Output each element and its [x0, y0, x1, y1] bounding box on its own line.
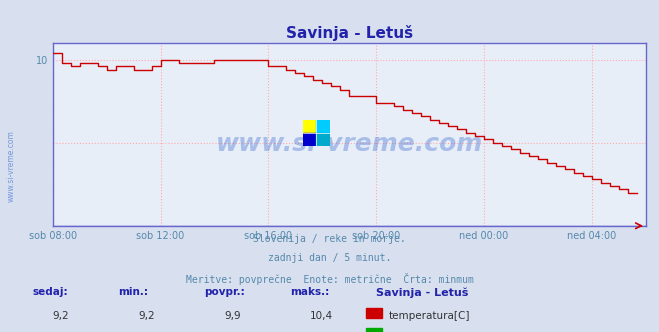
Bar	[303, 120, 316, 133]
Bar	[316, 133, 330, 146]
Text: 9,2: 9,2	[138, 311, 155, 321]
Bar	[303, 133, 316, 146]
Text: 9,9: 9,9	[224, 311, 241, 321]
Text: 10,4: 10,4	[310, 311, 333, 321]
Text: sedaj:: sedaj:	[33, 288, 69, 297]
Text: Meritve: povprečne  Enote: metrične  Črta: minmum: Meritve: povprečne Enote: metrične Črta:…	[186, 273, 473, 285]
Text: Savinja - Letuš: Savinja - Letuš	[376, 288, 468, 298]
Bar	[316, 120, 330, 133]
Bar	[366, 307, 382, 318]
Bar	[366, 328, 382, 332]
Text: Slovenija / reke in morje.: Slovenija / reke in morje.	[253, 234, 406, 244]
Text: www.si-vreme.com: www.si-vreme.com	[215, 131, 483, 156]
Text: temperatura[C]: temperatura[C]	[389, 311, 471, 321]
Text: 9,2: 9,2	[53, 311, 69, 321]
Title: Savinja - Letuš: Savinja - Letuš	[286, 25, 413, 41]
Text: maks.:: maks.:	[290, 288, 330, 297]
Text: zadnji dan / 5 minut.: zadnji dan / 5 minut.	[268, 253, 391, 263]
Text: povpr.:: povpr.:	[204, 288, 245, 297]
Text: min.:: min.:	[119, 288, 149, 297]
Text: www.si-vreme.com: www.si-vreme.com	[7, 130, 16, 202]
